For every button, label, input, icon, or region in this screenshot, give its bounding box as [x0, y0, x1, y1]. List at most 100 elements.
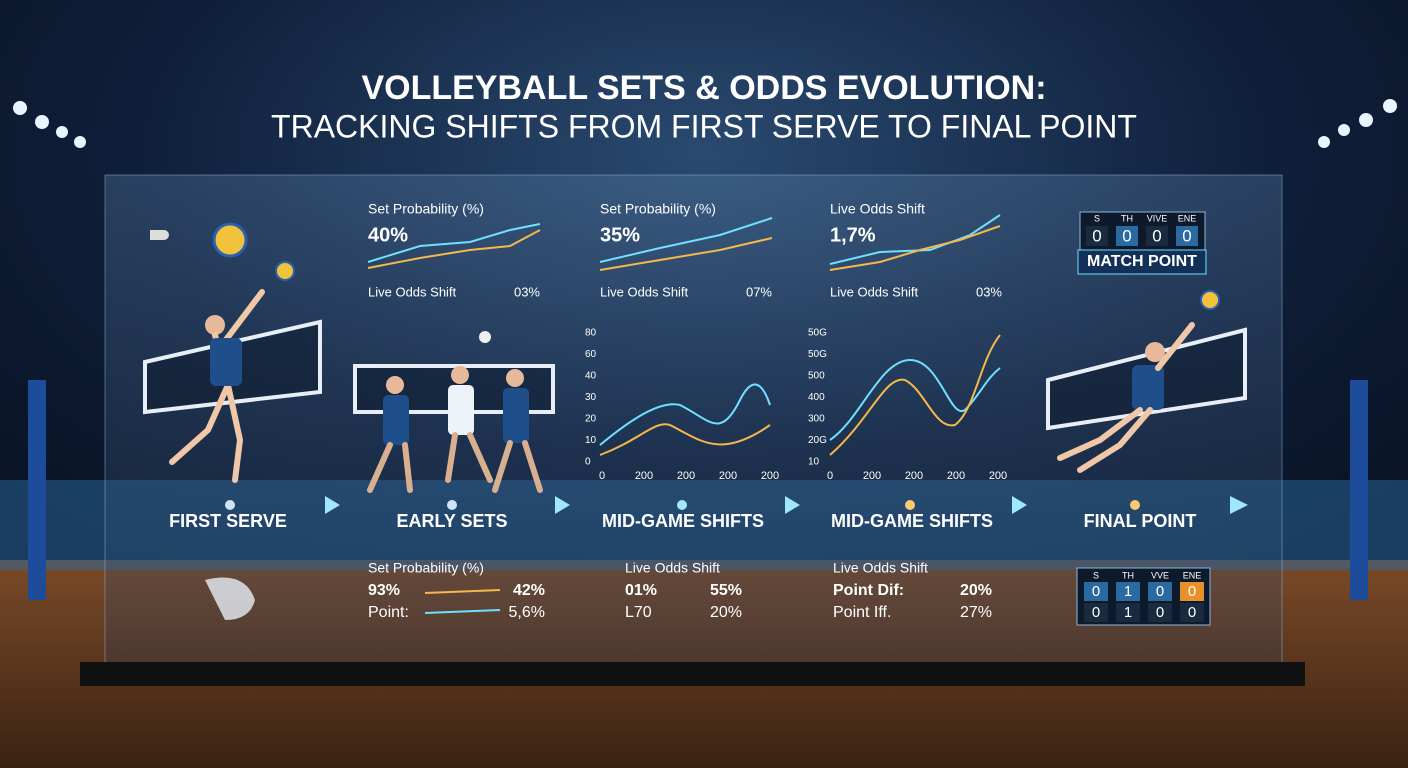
timeline-label: MID-GAME SHIFTS: [831, 511, 993, 531]
score-cell: [1146, 226, 1168, 246]
bottom-cell: Point Dif:: [833, 582, 904, 599]
bottom-title: Live Odds Shift: [833, 560, 928, 576]
score-cell: [1084, 582, 1108, 601]
score-header: S: [1093, 570, 1099, 580]
sparklines: [367, 214, 1001, 614]
bottom-cell: Point Iff.: [833, 604, 891, 621]
title: VOLLEYBALL SETS & ODDS EVOLUTION:: [361, 69, 1046, 107]
y-tick-label: 40: [585, 371, 597, 382]
score-cell: [1116, 226, 1138, 246]
score-cell: [1180, 582, 1204, 601]
panel-label: Live Odds Shift: [830, 201, 925, 217]
score-header: VIVE: [1147, 213, 1168, 223]
pole-left: [28, 380, 46, 600]
x-tick-label: 200: [989, 470, 1007, 482]
x-tick-label: 200: [677, 470, 695, 482]
bottom-cell: 20%: [960, 582, 992, 599]
x-tick-label: 200: [635, 470, 653, 482]
panel-value: 35%: [600, 224, 640, 246]
x-tick-label: 0: [599, 470, 605, 482]
score-header: VVE: [1151, 570, 1169, 580]
pole-right: [1350, 380, 1368, 600]
score-cell: [1086, 226, 1108, 246]
timeline-label: EARLY SETS: [396, 511, 507, 531]
y-tick-label: 30: [585, 392, 597, 403]
panel-footer: Live Odds Shift: [368, 284, 457, 299]
timeline: [135, 496, 1248, 514]
match-point-badge: [1077, 249, 1207, 275]
y-tick-label: 400: [808, 392, 825, 403]
y-tick-label: 10: [808, 457, 820, 468]
bottom-cell: L70: [625, 604, 652, 621]
panel-label: Set Probability (%): [368, 201, 484, 217]
balls: [150, 222, 1220, 620]
y-tick-label: 300: [808, 414, 825, 425]
score-value: 0: [1092, 604, 1100, 621]
bottom-cell: 01%: [625, 582, 657, 599]
y-tick-label: 80: [585, 328, 597, 339]
subtitle: TRACKING SHIFTS FROM FIRST SERVE TO FINA…: [271, 108, 1137, 144]
x-tick-label: 200: [863, 470, 881, 482]
score-cell: [1116, 582, 1140, 601]
score-value: 0: [1152, 226, 1161, 245]
panel-value: 40%: [368, 224, 408, 246]
score-header: ENE: [1178, 213, 1197, 223]
score-value: 1: [1124, 604, 1132, 621]
y-tick-label: 20: [585, 414, 597, 425]
x-tick-label: 200: [947, 470, 965, 482]
bottom-cell: 42%: [513, 582, 545, 599]
y-tick-label: 500: [808, 371, 825, 382]
y-tick-label: 20G: [808, 435, 827, 446]
bottom-cell: 93%: [368, 582, 400, 599]
bottom-title: Live Odds Shift: [625, 560, 720, 576]
score-value: 0: [1182, 226, 1191, 245]
timeline-label: FIRST SERVE: [169, 511, 287, 531]
lights: [13, 99, 1397, 148]
bottom-cell: 27%: [960, 604, 992, 621]
score-header: TH: [1122, 570, 1134, 580]
score-value: 1: [1124, 583, 1132, 600]
x-tick-label: 0: [827, 470, 833, 482]
bottom-title: Set Probability (%): [368, 560, 484, 576]
x-tick-label: 200: [719, 470, 737, 482]
panel-footer: Live Odds Shift: [830, 284, 919, 299]
panel-footer-value: 03%: [976, 284, 1002, 299]
score-value: 0: [1092, 583, 1100, 600]
score-cell: [1148, 603, 1172, 622]
y-tick-label: 50G: [808, 349, 827, 360]
score-cell: [1148, 582, 1172, 601]
panel-footer-value: 07%: [746, 284, 772, 299]
y-tick-label: 60: [585, 349, 597, 360]
y-tick-label: 0: [585, 457, 591, 468]
y-tick-label: 50G: [808, 328, 827, 339]
panel-base: [80, 662, 1305, 686]
score-value: 0: [1188, 604, 1196, 621]
timeline-label: MID-GAME SHIFTS: [602, 511, 764, 531]
x-tick-label: 200: [905, 470, 923, 482]
bottom-cell: 20%: [710, 604, 742, 621]
panel-footer: Live Odds Shift: [600, 284, 689, 299]
score-value: 0: [1188, 583, 1196, 600]
score-header: S: [1094, 213, 1100, 223]
players: [169, 289, 1195, 493]
score-header: TH: [1121, 213, 1133, 223]
bottom-cell: Point:: [368, 604, 409, 621]
score-cell: [1180, 603, 1204, 622]
score-value: 0: [1156, 604, 1164, 621]
score-cell: [1084, 603, 1108, 622]
bottom-cell: 55%: [710, 582, 742, 599]
score-header: ENE: [1183, 570, 1202, 580]
badge: MATCH POINT: [1087, 253, 1197, 270]
score-value: 0: [1092, 226, 1101, 245]
y-tick-label: 10: [585, 435, 597, 446]
score-cell: [1116, 603, 1140, 622]
x-tick-label: 200: [761, 470, 779, 482]
score-value: 0: [1156, 583, 1164, 600]
bottom-cell: 5,6%: [509, 604, 545, 621]
timeline-label: FINAL POINT: [1084, 511, 1197, 531]
panel-footer-value: 03%: [514, 284, 540, 299]
panel-value: 1,7%: [830, 224, 876, 246]
score-cell: [1176, 226, 1198, 246]
panel-label: Set Probability (%): [600, 201, 716, 217]
